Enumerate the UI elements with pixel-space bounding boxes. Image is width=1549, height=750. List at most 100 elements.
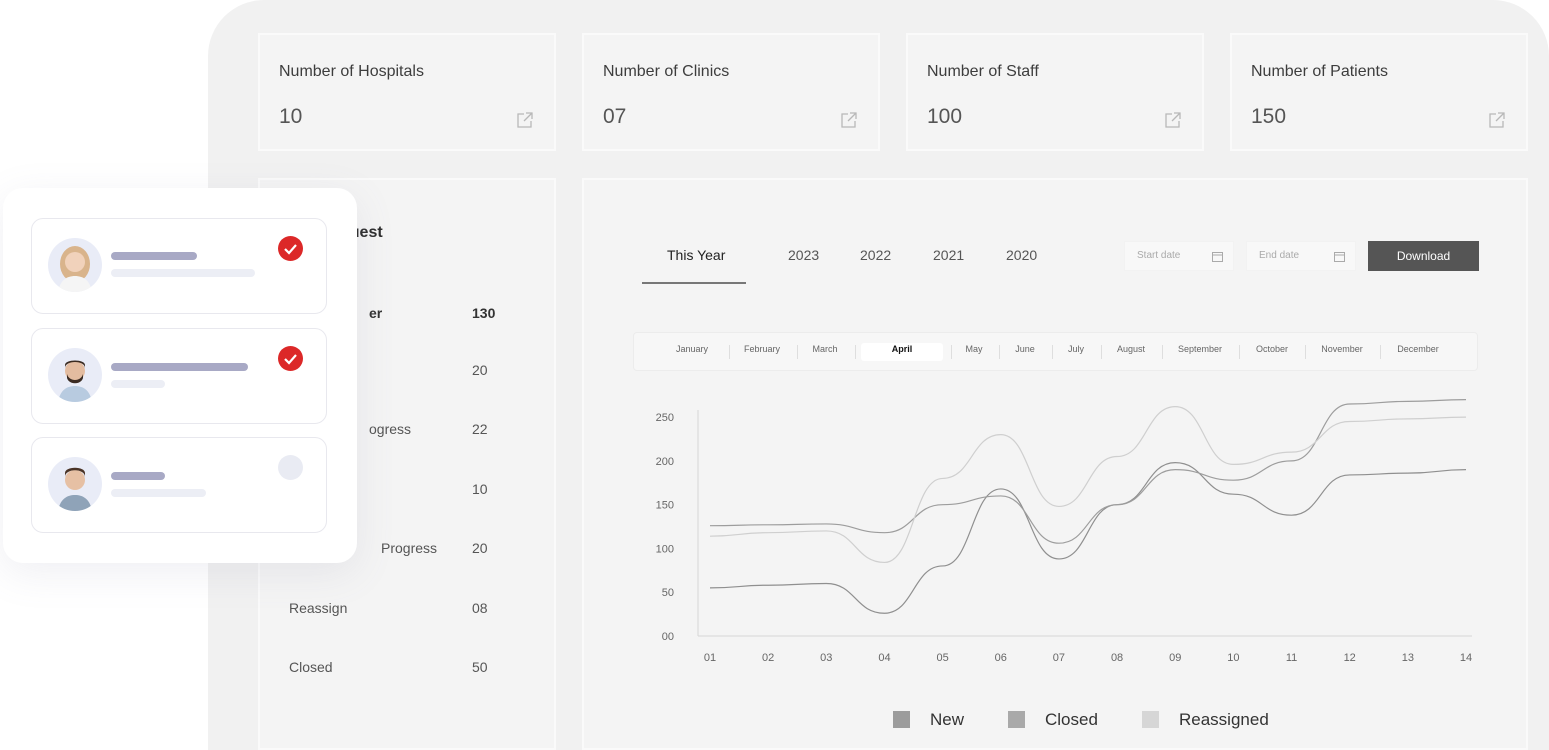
month-separator xyxy=(1162,345,1163,359)
month-selector: January February March April May June July Augu… xyxy=(633,332,1478,371)
external-link-icon[interactable] xyxy=(516,111,534,129)
y-tick-label: 00 xyxy=(662,631,674,643)
x-tick-label: 07 xyxy=(1053,652,1065,664)
legend-swatch xyxy=(1008,711,1025,728)
line-chart: 00 50 100 150 200 250 01 02 03 04 05 06 07 08 09 10 11 12… xyxy=(656,399,1472,664)
month-april[interactable]: April xyxy=(891,344,913,354)
end-date-placeholder: End date xyxy=(1259,250,1300,261)
user-list-item[interactable] xyxy=(31,437,327,533)
y-tick-label: 200 xyxy=(656,456,674,468)
stat-card-hospitals: Number of Hospitals 10 xyxy=(258,33,556,151)
avatar xyxy=(48,348,102,402)
legend-label: Closed xyxy=(1045,710,1098,729)
x-tick-label: 03 xyxy=(820,652,832,664)
x-tick-label: 06 xyxy=(995,652,1007,664)
start-date-placeholder: Start date xyxy=(1137,250,1181,261)
external-link-icon[interactable] xyxy=(840,111,858,129)
legend-label: New xyxy=(930,710,965,729)
month-july[interactable]: July xyxy=(1067,344,1085,354)
pending-status-icon xyxy=(278,455,303,480)
month-january[interactable]: January xyxy=(675,344,709,354)
request-row-value: 130 xyxy=(472,305,496,321)
detail-placeholder-bar xyxy=(111,380,165,388)
month-separator xyxy=(1239,345,1240,359)
calendar-icon xyxy=(1334,252,1345,262)
x-tick-label: 13 xyxy=(1402,652,1414,664)
name-placeholder-bar xyxy=(111,363,248,371)
month-separator xyxy=(1380,345,1381,359)
y-tick-label: 100 xyxy=(656,543,674,555)
x-tick-label: 14 xyxy=(1460,652,1472,664)
external-link-icon[interactable] xyxy=(1164,111,1182,129)
month-separator xyxy=(1305,345,1306,359)
month-separator xyxy=(1101,345,1102,359)
check-icon xyxy=(278,346,303,371)
tab-this-year[interactable]: This Year xyxy=(667,247,726,263)
request-row-value: 20 xyxy=(472,362,488,378)
start-date-input[interactable]: Start date xyxy=(1124,241,1234,271)
x-tick-label: 05 xyxy=(936,652,948,664)
stat-value: 07 xyxy=(603,105,627,128)
x-tick-label: 09 xyxy=(1169,652,1181,664)
tab-2021[interactable]: 2021 xyxy=(933,247,965,263)
request-row: Reassign 08 xyxy=(289,600,499,622)
month-november[interactable]: November xyxy=(1321,344,1363,354)
user-approval-card xyxy=(3,188,357,563)
request-row-value: 50 xyxy=(472,659,488,675)
detail-placeholder-bar xyxy=(111,489,206,497)
request-row: ogress 22 xyxy=(289,421,499,443)
name-placeholder-bar xyxy=(111,472,165,480)
month-august[interactable]: August xyxy=(1116,344,1146,354)
month-february[interactable]: February xyxy=(743,344,781,354)
legend-swatch xyxy=(1142,711,1159,728)
y-tick-label: 150 xyxy=(656,500,674,512)
request-row: Progress 20 xyxy=(289,540,499,562)
stat-value: 10 xyxy=(279,105,303,128)
month-separator xyxy=(951,345,952,359)
stat-card-staff: Number of Staff 100 xyxy=(906,33,1204,151)
user-list-item[interactable] xyxy=(31,328,327,424)
tab-2020[interactable]: 2020 xyxy=(1006,247,1038,263)
legend-label: Reassigned xyxy=(1179,710,1269,729)
x-tick-label: 12 xyxy=(1344,652,1356,664)
month-october[interactable]: October xyxy=(1255,344,1289,354)
x-tick-label: 04 xyxy=(878,652,890,664)
month-separator xyxy=(999,345,1000,359)
avatar xyxy=(48,457,102,511)
month-september[interactable]: September xyxy=(1177,344,1223,354)
month-march[interactable]: March xyxy=(812,344,838,354)
stat-card-clinics: Number of Clinics 07 xyxy=(582,33,880,151)
request-row: Closed 50 xyxy=(289,659,499,681)
month-december[interactable]: December xyxy=(1397,344,1439,354)
stat-title: Number of Staff xyxy=(927,63,1039,80)
download-button[interactable]: Download xyxy=(1368,241,1479,271)
tab-2023[interactable]: 2023 xyxy=(788,247,820,263)
x-tick-label: 01 xyxy=(704,652,716,664)
detail-placeholder-bar xyxy=(111,269,255,277)
external-link-icon[interactable] xyxy=(1488,111,1506,129)
end-date-input[interactable]: End date xyxy=(1246,241,1356,271)
stat-title: Number of Hospitals xyxy=(279,63,424,80)
request-row-value: 20 xyxy=(472,540,488,556)
stat-title: Number of Patients xyxy=(1251,63,1388,80)
request-row-value: 22 xyxy=(472,421,488,437)
legend-swatch xyxy=(893,711,910,728)
series-line-new xyxy=(709,462,1467,614)
active-tab-underline xyxy=(642,282,746,284)
series-line-closed xyxy=(709,399,1467,544)
user-list-item[interactable] xyxy=(31,218,327,314)
check-icon xyxy=(278,236,303,261)
stat-card-patients: Number of Patients 150 xyxy=(1230,33,1528,151)
name-placeholder-bar xyxy=(111,252,197,260)
month-june[interactable]: June xyxy=(1015,344,1035,354)
month-separator xyxy=(855,345,856,359)
calendar-icon xyxy=(1212,252,1223,262)
tab-2022[interactable]: 2022 xyxy=(860,247,892,263)
request-row-label: er xyxy=(369,305,383,321)
month-may[interactable]: May xyxy=(965,344,983,354)
month-separator xyxy=(1052,345,1053,359)
request-row-label: Reassign xyxy=(289,600,348,616)
y-tick-label: 50 xyxy=(662,587,674,599)
request-row-value: 08 xyxy=(472,600,488,616)
month-separator xyxy=(729,345,730,359)
